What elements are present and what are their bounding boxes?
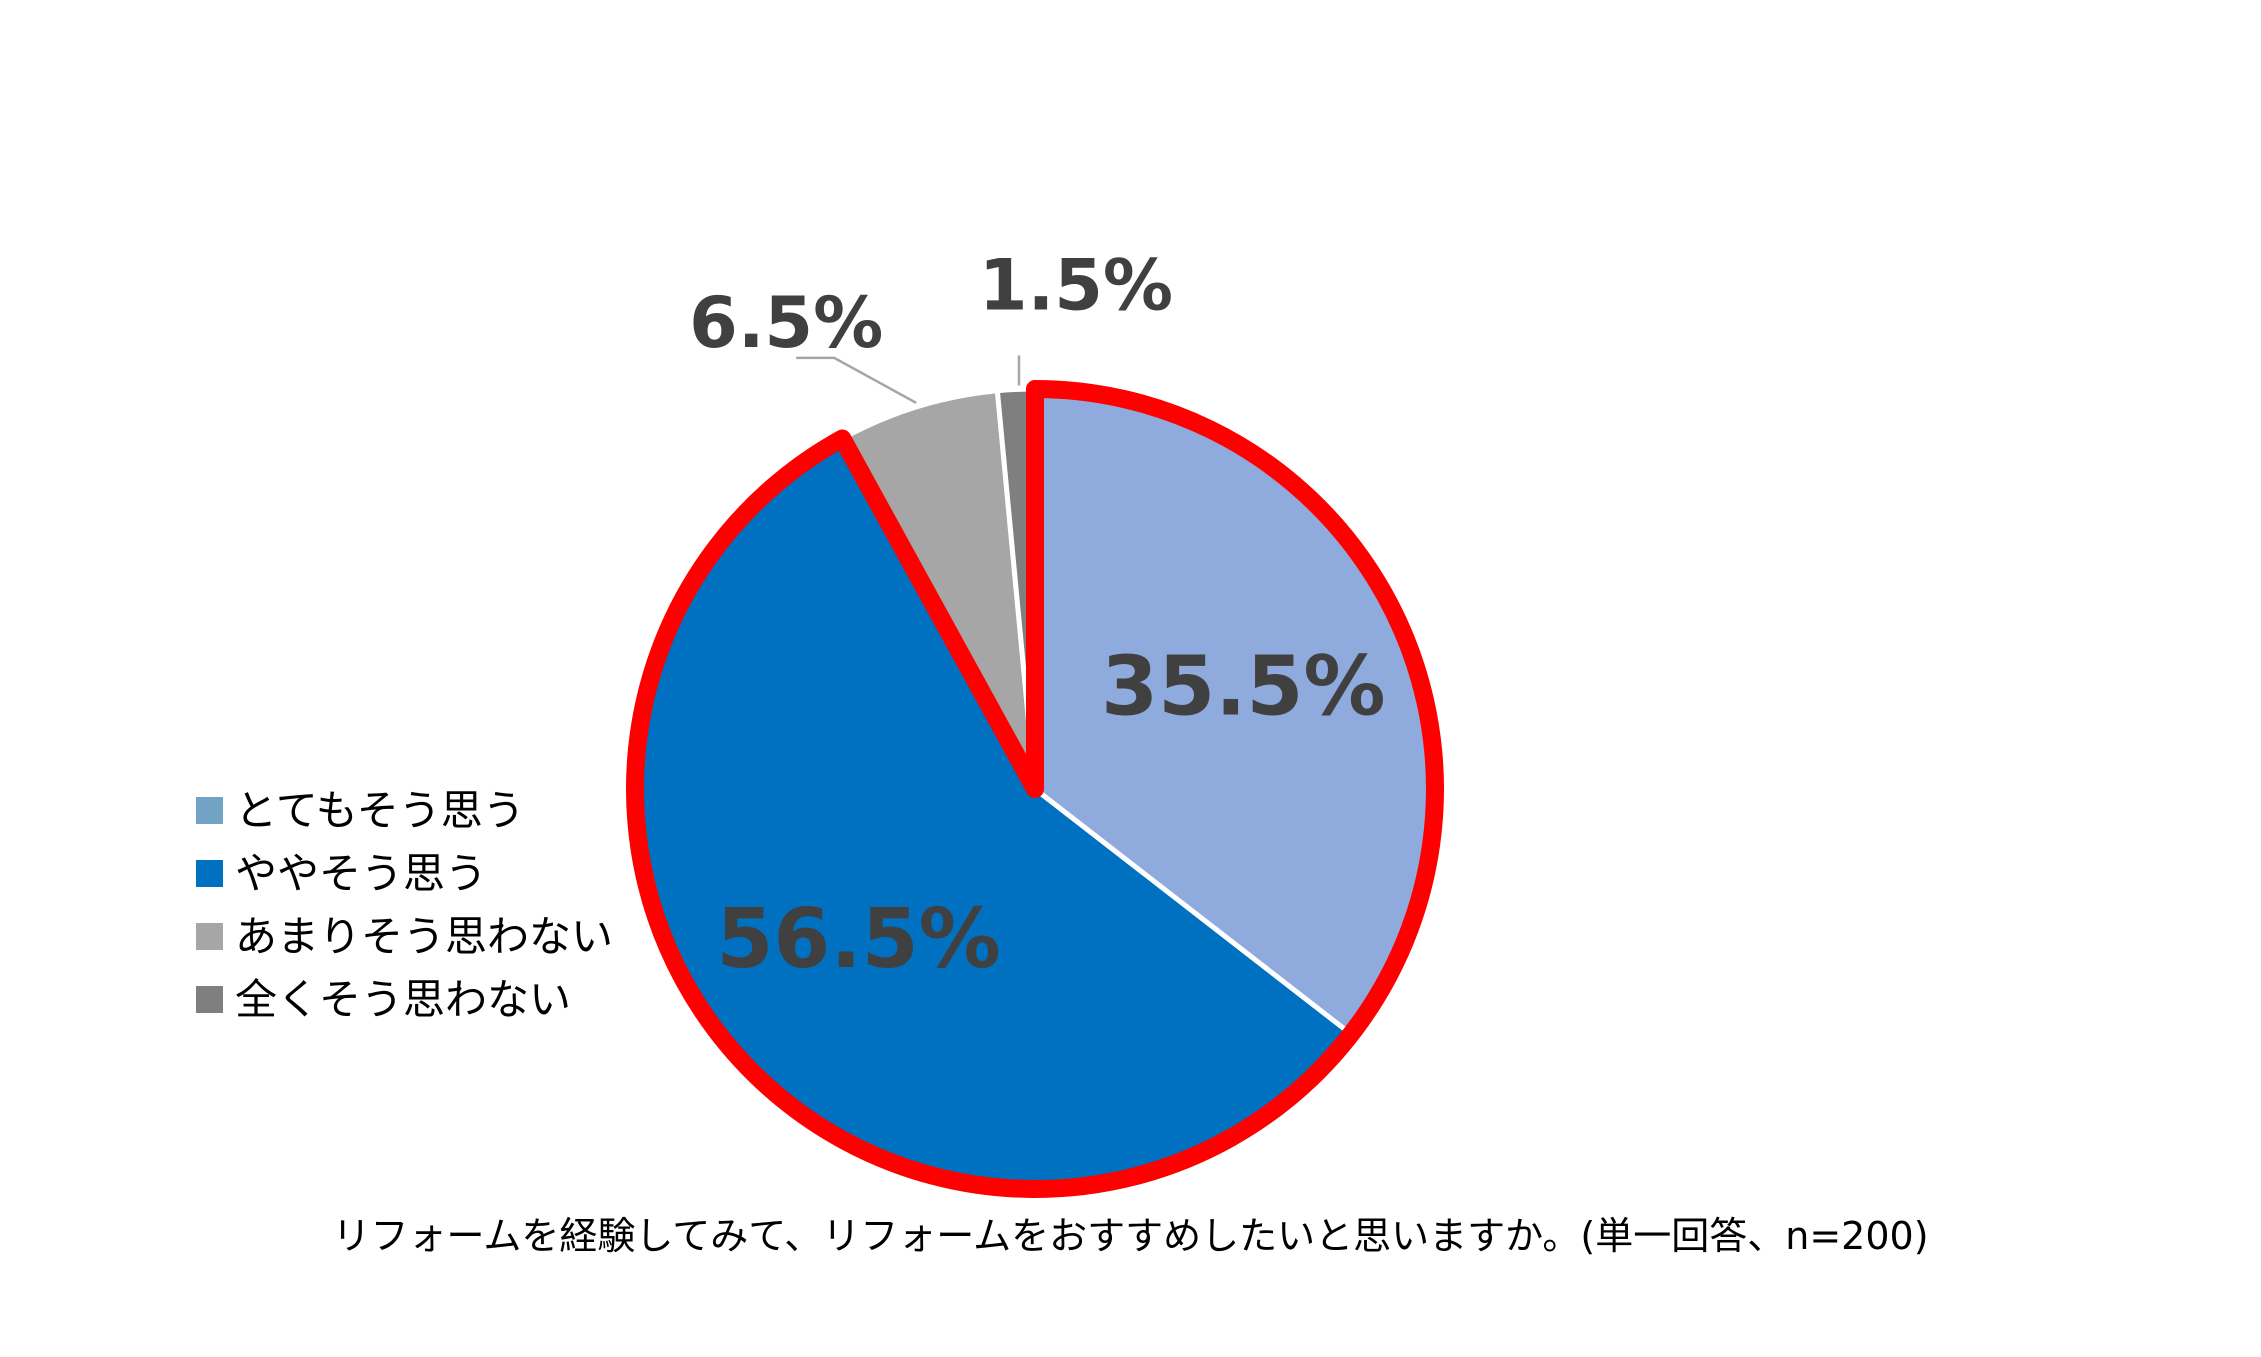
legend-item-mattaku: 全くそう思わない (196, 968, 613, 1031)
legend-item-yaya: ややそう思う (196, 842, 613, 905)
chart-legend: とてもそう思う ややそう思う あまりそう思わない 全くそう思わない (196, 779, 613, 1031)
legend-label: ややそう思う (235, 848, 488, 898)
legend-swatch (196, 797, 223, 824)
legend-swatch (196, 860, 223, 887)
legend-item-amari: あまりそう思わない (196, 905, 613, 968)
leader-line (796, 356, 917, 404)
data-label-amari: 6.5% (689, 282, 883, 364)
legend-item-totemo: とてもそう思う (196, 779, 613, 842)
legend-label: とてもそう思う (235, 785, 525, 835)
highlight-outline (626, 380, 1444, 1198)
legend-swatch (196, 986, 223, 1013)
legend-swatch (196, 923, 223, 950)
legend-label: あまりそう思わない (235, 911, 614, 961)
data-label-mattaku: 1.5% (979, 244, 1173, 326)
data-label-yaya: 56.5% (716, 892, 1000, 987)
data-label-totemo: 35.5% (1101, 639, 1385, 734)
chart-caption: リフォームを経験してみて、リフォームをおすすめしたいと思いますか。(単一回答、n… (332, 1214, 1929, 1258)
legend-label: 全くそう思わない (235, 974, 572, 1024)
